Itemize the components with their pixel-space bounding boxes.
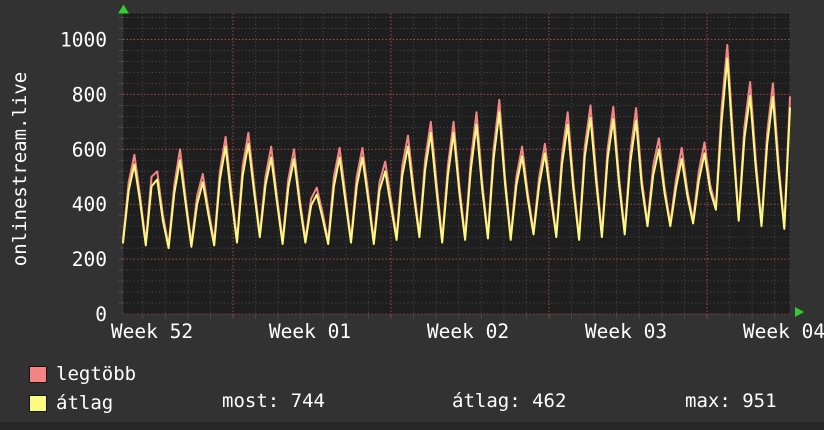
stat-average: átlag: 462 bbox=[452, 390, 567, 412]
axis-tick-label: 200 bbox=[72, 248, 107, 271]
traffic-graph: 0 200 400 600 800 1000 Week 52 Week 01 Week 02 We… bbox=[60, 4, 824, 343]
legend-item-peak: legtöbb bbox=[29, 360, 136, 389]
axis-tick-label: 600 bbox=[72, 138, 107, 161]
average-series-swatch-icon bbox=[29, 395, 47, 412]
axis-tick-label: 800 bbox=[72, 83, 107, 106]
peak-series-swatch-icon bbox=[29, 366, 47, 383]
axis-tick-label: 400 bbox=[72, 193, 107, 216]
axis-tick-label: Week 02 bbox=[427, 320, 509, 343]
axis-tick-label: Week 01 bbox=[269, 320, 351, 343]
axis-tick-label: Week 03 bbox=[585, 320, 667, 343]
legend-item-average: átlag bbox=[29, 389, 136, 418]
axis-tick-label: Week 52 bbox=[111, 320, 193, 343]
window-edge bbox=[0, 422, 824, 430]
axis-tick-label: 0 bbox=[95, 303, 107, 326]
stat-max: max: 951 bbox=[685, 390, 777, 412]
legend-label-peak: legtöbb bbox=[56, 363, 137, 385]
stat-current: most: 744 bbox=[222, 390, 325, 412]
legend-label-average: átlag bbox=[56, 392, 114, 414]
legend: legtöbb átlag bbox=[29, 360, 136, 418]
axis-tick-label: Week 04 bbox=[743, 320, 824, 343]
axis-tick-label: 1000 bbox=[60, 29, 107, 52]
